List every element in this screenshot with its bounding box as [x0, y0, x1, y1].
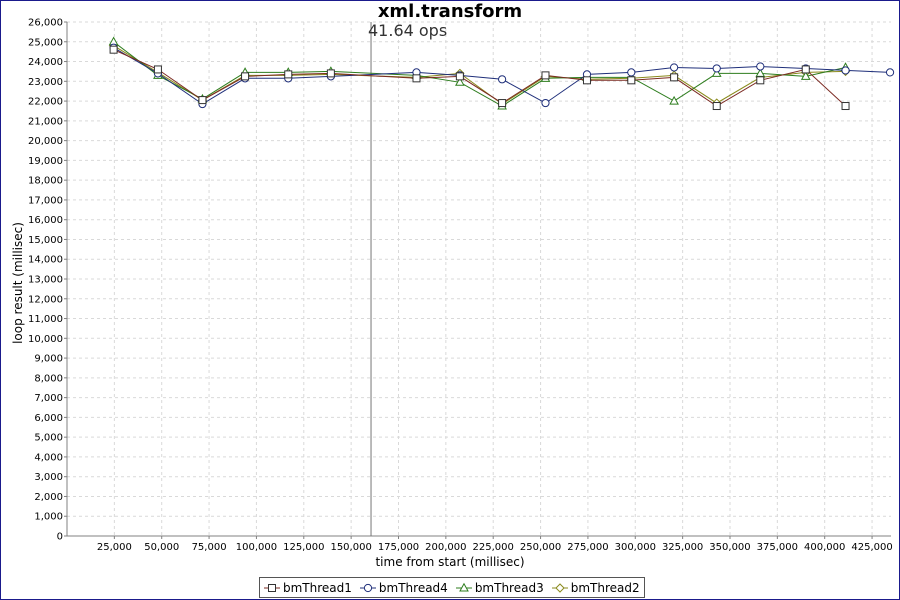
x-tick-label: 225,000 [473, 542, 514, 553]
y-tick-label: 16,000 [28, 215, 63, 226]
data-point [670, 63, 679, 72]
y-tick-label: 12,000 [28, 294, 63, 305]
legend-marker [555, 582, 565, 593]
y-tick-label: 26,000 [28, 18, 63, 29]
y-tick-label: 15,000 [28, 235, 63, 246]
x-tick-label: 25,000 [97, 542, 132, 553]
data-point [109, 45, 118, 54]
x-tick-label: 100,000 [236, 542, 277, 553]
y-tick-label: 7,000 [34, 393, 63, 404]
y-tick-label: 20,000 [28, 136, 63, 147]
legend-marker [458, 582, 469, 591]
x-tick-label: 150,000 [330, 542, 371, 553]
square-marker-icon [264, 583, 280, 592]
y-tick-label: 13,000 [28, 275, 63, 286]
data-point [627, 68, 636, 77]
data-point [455, 72, 464, 81]
x-tick-label: 325,000 [662, 542, 703, 553]
data-point [756, 62, 765, 71]
legend-label: bmThread2 [570, 580, 640, 595]
data-point [326, 69, 335, 78]
x-tick-label: 275,000 [567, 542, 608, 553]
data-point [841, 66, 850, 75]
data-point [241, 72, 250, 81]
y-tick-label: 5,000 [34, 433, 63, 444]
y-tick-label: 8,000 [34, 373, 63, 384]
data-point [582, 76, 591, 85]
data-point [153, 65, 162, 74]
data-point [498, 99, 507, 108]
data-point [284, 70, 293, 79]
series-line [113, 47, 891, 105]
y-tick-label: 0 [57, 532, 63, 543]
y-tick-label: 24,000 [28, 57, 63, 68]
legend-item: bmThread3 [455, 580, 544, 595]
x-tick-label: 50,000 [144, 542, 179, 553]
triangle-marker-icon [455, 582, 472, 591]
data-point [541, 98, 550, 108]
x-tick-label: 300,000 [615, 542, 656, 553]
data-point [711, 68, 722, 77]
y-tick-label: 18,000 [28, 176, 63, 187]
x-tick-label: 200,000 [425, 542, 466, 553]
legend-item: bmThread4 [359, 580, 448, 595]
y-tick-label: 21,000 [28, 116, 63, 127]
circle-marker-icon [359, 583, 376, 592]
legend-marker [363, 583, 373, 592]
legend-marker [268, 583, 276, 592]
data-point [669, 95, 679, 105]
data-point [670, 73, 679, 82]
data-point [756, 76, 765, 85]
y-tick-label: 11,000 [28, 314, 63, 325]
legend-item: bmThread2 [551, 580, 640, 595]
x-tick-label: 125,000 [283, 542, 324, 553]
y-tick-label: 19,000 [28, 156, 63, 167]
data-point [198, 96, 207, 105]
plot-background [67, 22, 891, 536]
chart-title: xml.transform [377, 1, 523, 22]
data-point [712, 102, 721, 111]
y-tick-label: 3,000 [34, 472, 63, 483]
legend-item: bmThread1 [264, 581, 352, 595]
data-point [801, 65, 810, 74]
y-tick-label: 25,000 [28, 37, 63, 48]
y-tick-label: 4,000 [34, 452, 63, 463]
data-point [412, 74, 421, 83]
y-tick-label: 6,000 [34, 413, 63, 424]
y-tick-label: 9,000 [34, 354, 63, 365]
x-tick-label: 175,000 [378, 542, 419, 553]
y-tick-label: 23,000 [28, 77, 63, 88]
y-tick-label: 10,000 [28, 334, 63, 345]
y-tick-label: 22,000 [28, 97, 63, 108]
diamond-marker-icon [551, 582, 568, 593]
data-point [800, 71, 811, 80]
data-point [541, 71, 550, 80]
x-tick-label: 75,000 [192, 542, 227, 553]
y-tick-label: 14,000 [28, 255, 63, 266]
series-bmThread1 [109, 45, 850, 111]
x-tick-label: 375,000 [757, 542, 798, 553]
legend-label: bmThread3 [474, 580, 544, 595]
marker-label: 41.64 ops [368, 21, 448, 40]
data-point [498, 75, 507, 84]
data-point [712, 64, 721, 73]
legend: bmThread1 bmThread4 bmThread3 bmThread2 [259, 577, 645, 598]
x-tick-label: 350,000 [709, 542, 750, 553]
y-tick-label: 17,000 [28, 195, 63, 206]
legend-label: bmThread4 [378, 580, 448, 595]
data-point [455, 77, 465, 86]
data-point [885, 68, 895, 77]
data-point [841, 102, 850, 111]
x-axis-label: time from start (millisec) [375, 555, 525, 569]
data-point [627, 76, 636, 85]
x-tick-label: 425,000 [851, 542, 892, 553]
x-tick-label: 400,000 [804, 542, 845, 553]
y-axis-label: loop result (millisec) [11, 222, 25, 344]
y-tick-label: 2,000 [34, 492, 63, 503]
x-tick-label: 250,000 [520, 542, 561, 553]
y-tick-label: 1,000 [34, 512, 63, 523]
legend-label: bmThread1 [283, 580, 352, 595]
